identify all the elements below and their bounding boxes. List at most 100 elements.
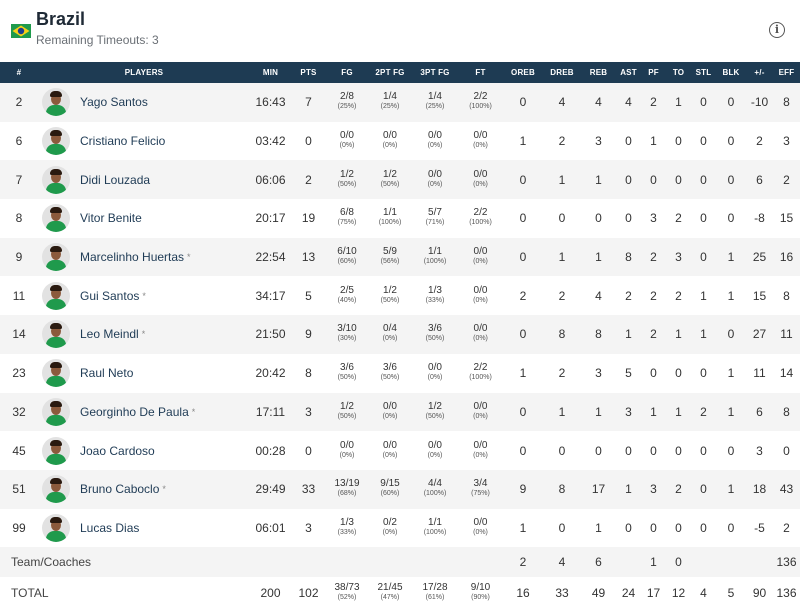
stl-cell: 2 <box>700 404 707 419</box>
column-header[interactable]: 2PT FG <box>375 68 405 77</box>
player-name-link[interactable]: Joao Cardoso <box>80 443 155 458</box>
oreb-cell: 9 <box>519 482 527 497</box>
pf-cell: 0 <box>650 172 657 187</box>
ast-cell: 1 <box>625 482 632 497</box>
player-cell: Marcelinho Huertas * <box>38 238 250 277</box>
total-label: TOTAL <box>11 586 49 601</box>
pf-cell: 2 <box>650 250 657 265</box>
minutes: 34:17 <box>255 288 286 303</box>
column-header[interactable]: PLAYERS <box>124 68 164 77</box>
reb-cell: 1 <box>595 172 602 187</box>
column-header[interactable]: AST <box>620 68 637 77</box>
shot-made-attempted: 1/4 <box>383 91 397 103</box>
shooting-cell: 3/6 (50%) <box>326 354 368 393</box>
shooting-cell: 1/2 (50%) <box>412 393 458 432</box>
player-name-link[interactable]: Marcelinho Huertas <box>80 250 185 265</box>
shot-percentage: (75%) <box>337 219 357 227</box>
column-header[interactable]: REB <box>589 68 608 77</box>
player-name-link[interactable]: Didi Louzada <box>80 172 151 187</box>
reb-cell: 17 <box>591 482 606 497</box>
column-header[interactable]: FG <box>341 68 353 77</box>
shot-made-attempted: 6/10 <box>337 246 357 258</box>
player-name-link[interactable]: Gui Santos <box>80 288 140 303</box>
shooting-cell: 3/4 (75%) <box>458 470 503 509</box>
player-cell: Lucas Dias <box>38 509 250 548</box>
shot-made-attempted: 3/6 <box>383 362 397 374</box>
to-cell: 0 <box>675 366 682 381</box>
to-cell: 1 <box>675 95 682 110</box>
reb-cell: 0 <box>595 211 602 226</box>
player-name-link[interactable]: Yago Santos <box>80 95 148 110</box>
reb-cell: 1 <box>595 520 602 535</box>
shooting-cell: 0/0 (0%) <box>326 431 368 470</box>
shooting-cell: 0/0 (0%) <box>458 238 503 277</box>
shot-made-attempted: 1/2 <box>383 168 397 180</box>
table-row: 45 Joao Cardoso 00:28 0 0/0 (0%) 0/0 (0%) 0/0 (0%… <box>0 431 800 470</box>
minutes: 03:42 <box>255 134 286 149</box>
column-header[interactable]: +/- <box>754 68 765 77</box>
shot-made-attempted: 1/1 <box>428 516 442 528</box>
oreb-cell: 1 <box>519 520 527 535</box>
player-name-link[interactable]: Lucas Dias <box>80 520 140 535</box>
shot-made-attempted: 0/0 <box>473 130 488 142</box>
pf-cell: 0 <box>650 366 657 381</box>
dreb-cell: 8 <box>558 482 566 497</box>
shooting-cell: 1/2 (50%) <box>368 276 412 315</box>
player-name-link[interactable]: Georginho De Paula <box>80 404 189 419</box>
reb-cell: 3 <box>595 134 602 149</box>
eff-cell: 0 <box>783 443 790 458</box>
shot-made-attempted: 2/5 <box>340 284 354 296</box>
blk-cell: 0 <box>727 443 735 458</box>
player-name-link[interactable]: Raul Neto <box>80 366 134 381</box>
column-header[interactable]: BLK <box>722 68 740 77</box>
column-header[interactable]: DREB <box>550 68 574 77</box>
column-header[interactable]: OREB <box>511 68 535 77</box>
shot-percentage: (0%) <box>382 412 398 420</box>
blk-cell: 5 <box>727 586 735 601</box>
player-name-link[interactable]: Leo Meindl <box>80 327 139 342</box>
table-row: 23 Raul Neto 20:42 8 3/6 (50%) 3/6 (50%) 0/0 (0%)… <box>0 353 800 393</box>
shooting-cell: 2/2 (100%) <box>458 354 503 393</box>
shot-percentage: (0%) <box>382 335 398 343</box>
eff-cell: 2 <box>783 172 790 187</box>
column-header[interactable]: STL <box>695 68 712 77</box>
team-coaches-row: Team/Coaches 2 4 6 1 0 136 <box>0 547 800 578</box>
column-header[interactable]: TO <box>672 68 685 77</box>
ast-cell: 8 <box>625 250 632 265</box>
shot-percentage: (0%) <box>427 180 443 188</box>
reb-cell: 3 <box>595 366 602 381</box>
stl-cell: 0 <box>700 95 707 110</box>
player-name-link[interactable]: Cristiano Felicio <box>80 134 166 149</box>
jersey-number: 8 <box>15 211 23 226</box>
shooting-cell: 1/3 (33%) <box>326 509 368 548</box>
shot-percentage: (0%) <box>382 451 398 459</box>
dreb-cell: 0 <box>558 211 566 226</box>
ast-cell: 5 <box>625 366 632 381</box>
dreb-cell: 1 <box>558 250 566 265</box>
column-header[interactable]: MIN <box>262 68 279 77</box>
table-row: 2 Yago Santos 16:43 7 2/8 (25%) 1/4 (25%) 1/4 (25… <box>0 83 800 122</box>
column-header[interactable]: PTS <box>300 68 317 77</box>
eff-cell: 8 <box>783 288 790 303</box>
column-header[interactable]: EFF <box>778 68 795 77</box>
team-name: Brazil <box>36 9 86 29</box>
shot-made-attempted: 0/0 <box>473 246 488 258</box>
shooting-cell: 0/0 (0%) <box>458 509 503 548</box>
column-header[interactable]: FT <box>475 68 486 77</box>
column-header[interactable]: PF <box>648 68 659 77</box>
stl-cell: 1 <box>700 288 707 303</box>
blk-cell: 0 <box>727 172 735 187</box>
shot-percentage: (50%) <box>425 412 445 420</box>
points: 8 <box>305 366 312 381</box>
table-row: 51 Bruno Caboclo * 29:49 33 13/19 (68%) 9/15 (60… <box>0 469 800 509</box>
column-header[interactable]: 3PT FG <box>420 68 450 77</box>
jersey-number: 6 <box>15 134 23 149</box>
player-name-link[interactable]: Vitor Benite <box>80 211 142 226</box>
column-header[interactable]: # <box>16 68 22 77</box>
shot-made-attempted: 38/73 <box>334 582 360 594</box>
info-icon[interactable]: i <box>769 22 785 38</box>
eff-cell: 15 <box>779 211 794 226</box>
pm-cell: 27 <box>752 327 767 342</box>
jersey-number: 51 <box>12 482 26 497</box>
player-name-link[interactable]: Bruno Caboclo <box>80 482 160 497</box>
